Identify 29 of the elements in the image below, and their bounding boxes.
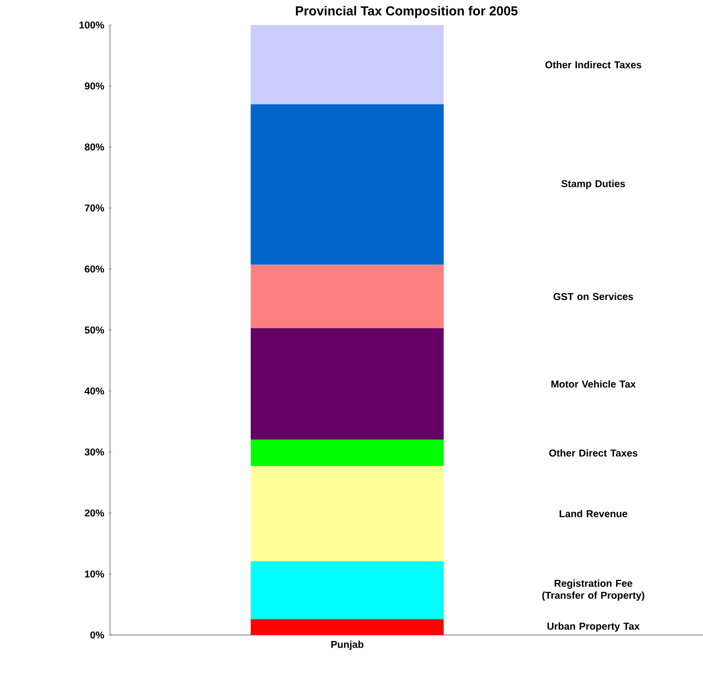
text: Registration Fee (Transfer of Property)	[542, 580, 644, 601]
y-tick-label: 40%	[84, 387, 104, 395]
y-tick-label: 10%	[85, 570, 104, 578]
text: Land Revenue	[560, 510, 628, 518]
x-tick-label: Punjab	[331, 640, 364, 650]
bar	[250, 24, 444, 104]
bar	[250, 466, 444, 562]
y-tick-label: 20%	[84, 509, 104, 517]
y-tick-label: 90%	[84, 82, 104, 90]
y-tick-label: 100%	[80, 21, 104, 29]
bar	[250, 328, 444, 440]
text: Other Indirect Taxes	[545, 60, 642, 68]
bar	[250, 264, 444, 328]
y-tick-label: 50%	[84, 326, 104, 334]
y-tick-label: 30%	[84, 448, 104, 456]
y-tick-label: 0%	[90, 631, 104, 639]
y-tick-label: 70%	[84, 204, 104, 212]
chart-title: Provincial Tax Composition for 2005	[296, 6, 518, 18]
text: Motor Vehicle Tax	[551, 380, 636, 388]
text: Stamp Duties	[561, 180, 625, 190]
y-tick-label: 80%	[84, 143, 104, 151]
bar	[250, 561, 444, 620]
text: Urban Property Tax	[547, 622, 640, 632]
bar	[250, 104, 444, 265]
bar	[250, 440, 444, 466]
y-tick-label: 60%	[84, 265, 104, 273]
text: GST on Services	[554, 292, 634, 300]
bar	[250, 619, 444, 635]
text: Other Direct Taxes	[549, 449, 638, 457]
